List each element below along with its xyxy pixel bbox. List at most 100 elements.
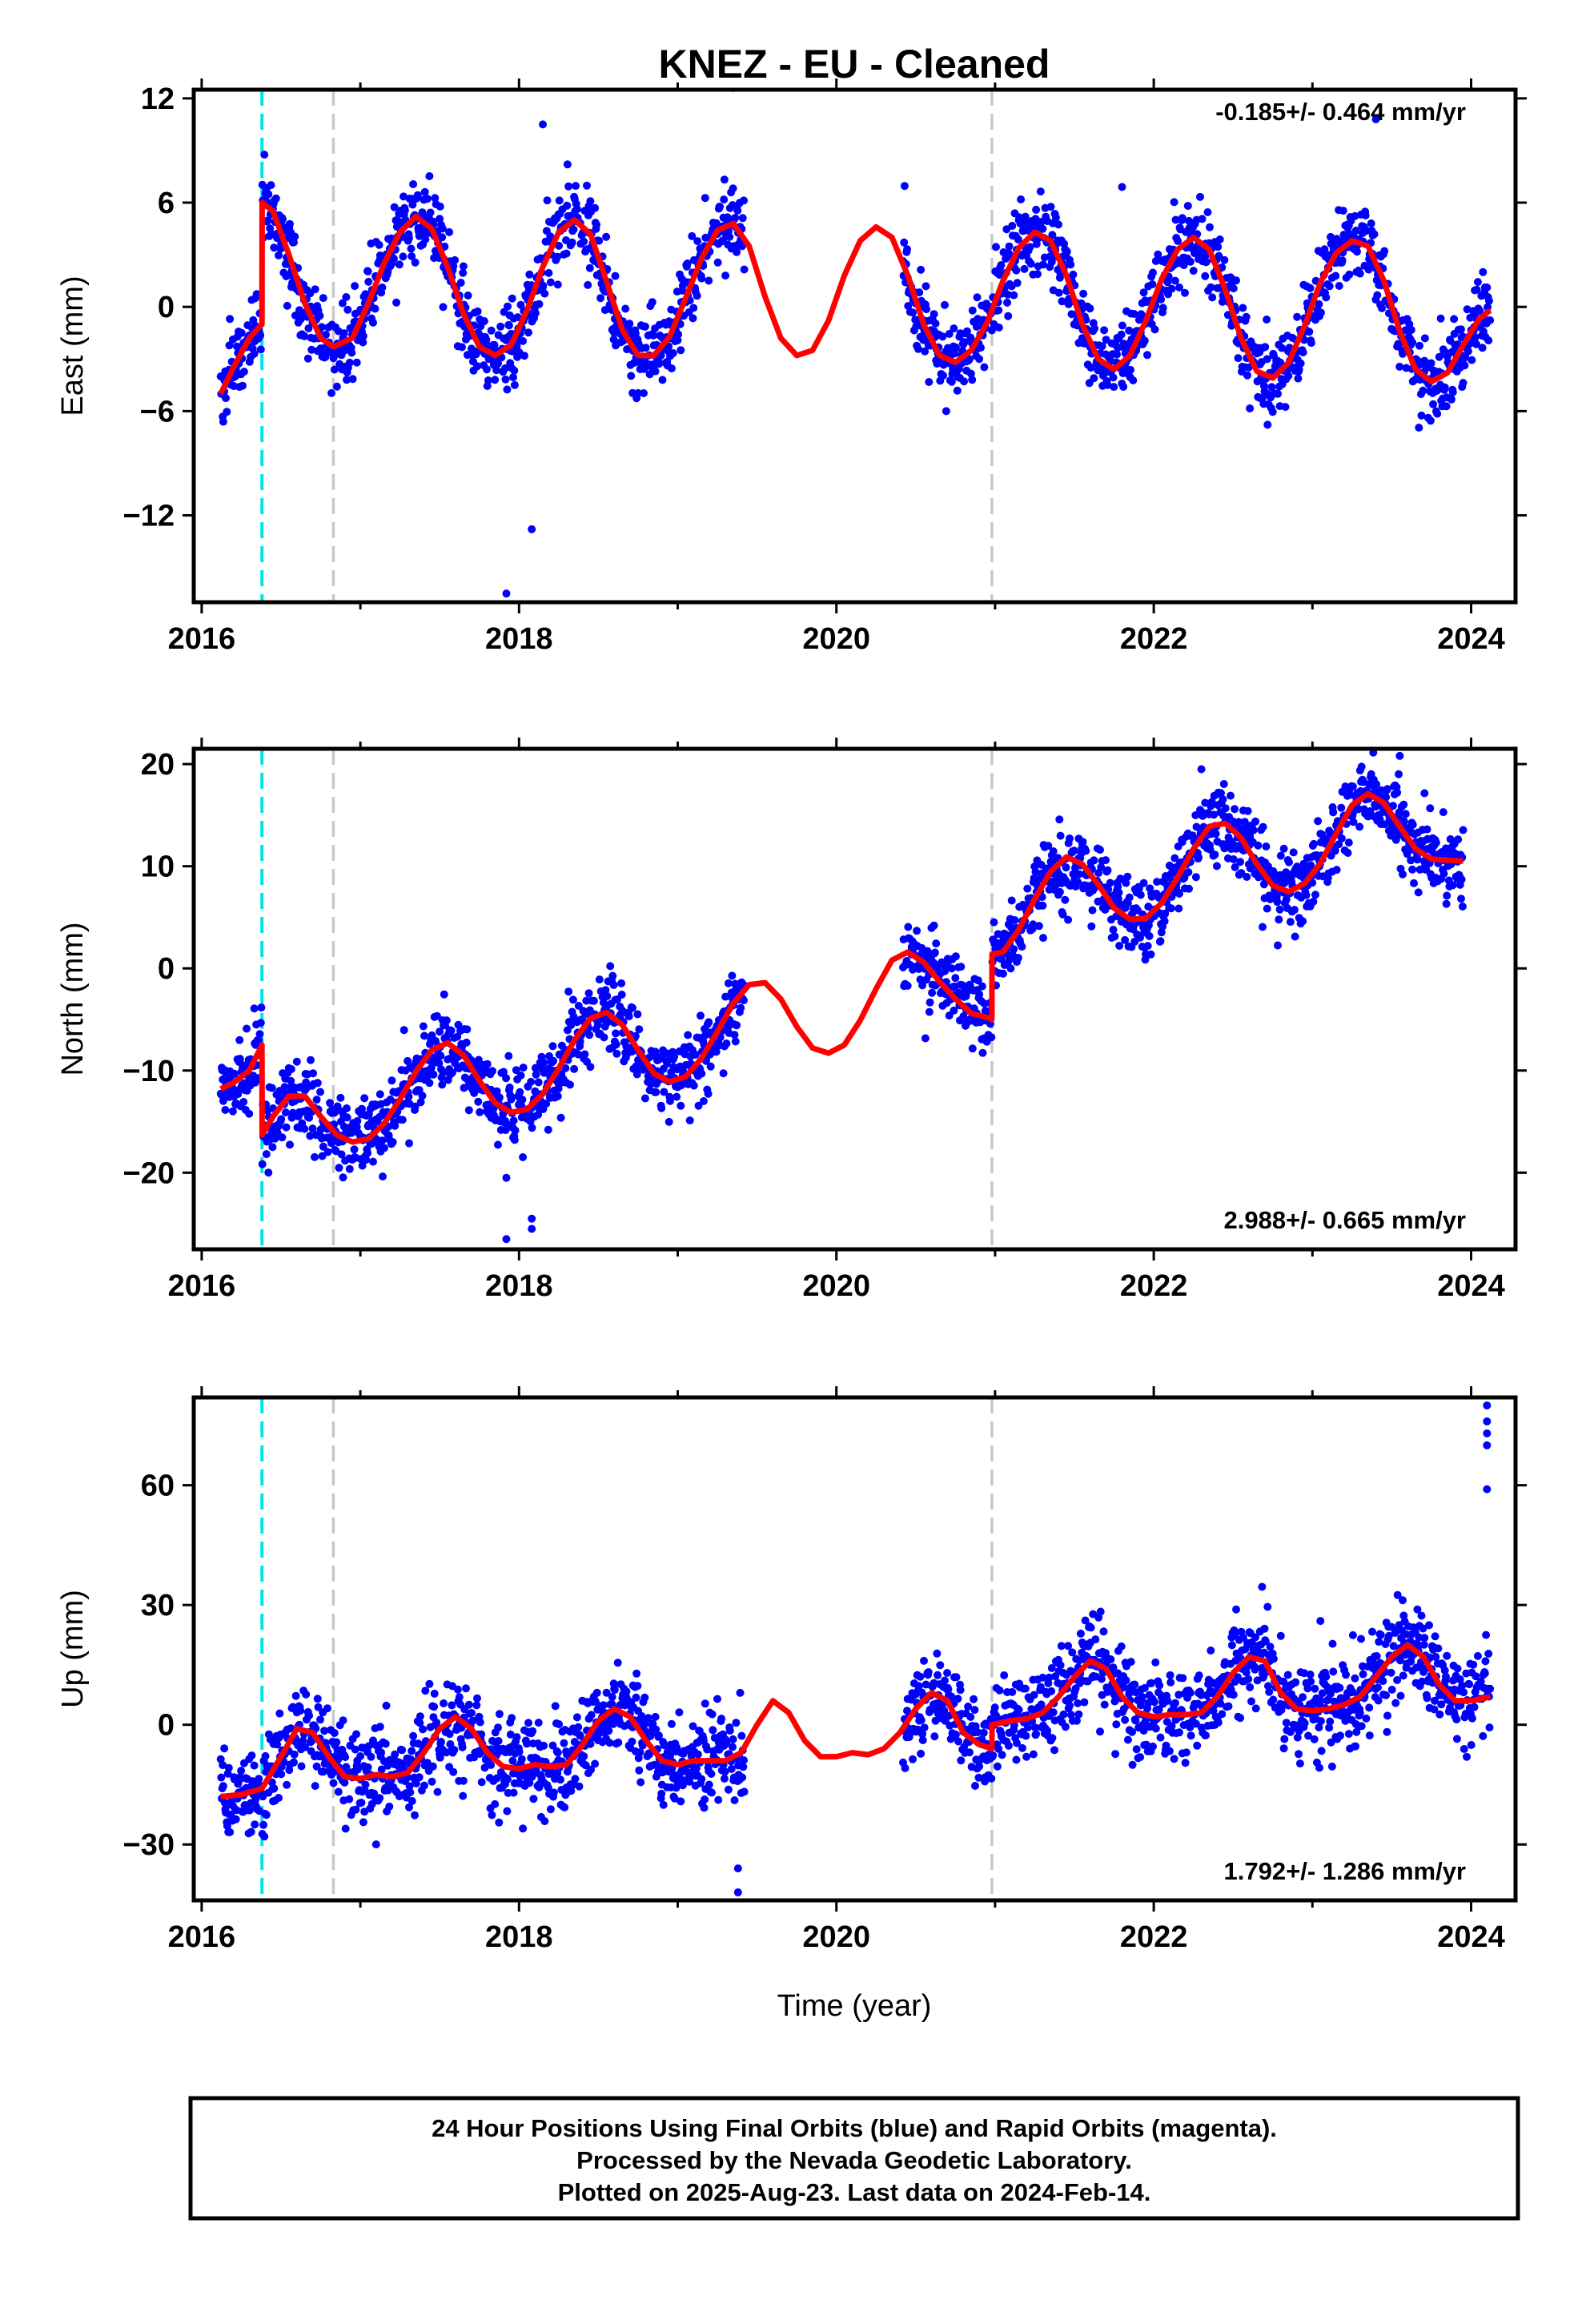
data-point: [259, 1792, 267, 1801]
data-point: [539, 281, 548, 290]
data-point: [635, 1766, 644, 1775]
data-point: [954, 1695, 962, 1703]
data-point: [400, 1026, 408, 1035]
data-point: [220, 1744, 229, 1753]
data-point: [670, 1052, 679, 1061]
data-point: [990, 918, 998, 927]
data-point: [399, 252, 408, 261]
data-point: [628, 1737, 636, 1746]
data-point: [1263, 420, 1272, 429]
data-point: [222, 394, 230, 403]
data-point: [564, 987, 573, 996]
data-point: [683, 259, 692, 267]
data-point: [360, 1094, 369, 1103]
data-point: [509, 1788, 518, 1797]
data-point: [1008, 222, 1017, 230]
data-point: [640, 1094, 649, 1103]
y-tick-label: 20: [141, 748, 175, 782]
data-point: [226, 1827, 235, 1836]
data-point: [504, 1051, 513, 1060]
data-point: [429, 1070, 438, 1079]
data-point: [1460, 0, 1468, 4]
data-point: [930, 921, 938, 930]
data-point: [1399, 817, 1408, 826]
data-point: [1070, 846, 1078, 855]
data-point: [1443, 891, 1452, 900]
data-point: [652, 1088, 661, 1096]
data-point: [504, 1775, 512, 1783]
data-point: [278, 1133, 287, 1142]
data-point: [1399, 870, 1407, 879]
data-point: [956, 1686, 965, 1695]
data-point: [428, 1777, 436, 1786]
data-point: [420, 1031, 428, 1040]
data-point: [500, 1068, 508, 1076]
data-point: [440, 990, 448, 999]
data-point: [416, 1719, 424, 1727]
data-point: [267, 1084, 276, 1092]
data-point: [951, 343, 960, 352]
data-point: [351, 282, 359, 291]
data-point: [1448, 881, 1457, 890]
data-point: [920, 1656, 928, 1665]
data-point: [677, 1797, 685, 1806]
data-point: [1344, 838, 1353, 847]
data-point: [408, 1797, 416, 1805]
data-point: [1472, 0, 1480, 4]
data-point: [1125, 326, 1134, 335]
data-point: [1338, 256, 1347, 265]
data-point: [1382, 793, 1391, 802]
data-point: [519, 1063, 528, 1072]
data-point: [1062, 247, 1071, 256]
data-point: [1337, 803, 1346, 812]
data-point: [697, 1775, 706, 1783]
data-point: [560, 1739, 568, 1747]
data-point: [1113, 350, 1121, 359]
data-point: [915, 288, 924, 297]
data-point: [555, 196, 564, 205]
data-point: [1322, 293, 1331, 302]
data-point: [914, 1682, 923, 1691]
data-point: [725, 232, 734, 241]
data-point: [1215, 251, 1223, 260]
data-point: [1472, 0, 1480, 4]
data-point: [490, 340, 499, 349]
data-point: [299, 1736, 307, 1745]
data-point: [1118, 321, 1126, 330]
data-point: [585, 1031, 594, 1039]
data-point: [546, 1805, 555, 1814]
data-point: [1353, 247, 1361, 256]
data-point: [453, 1685, 462, 1694]
data-point: [722, 1739, 731, 1747]
data-point: [313, 1079, 322, 1088]
data-point: [1472, 0, 1480, 4]
data-point: [217, 1773, 226, 1782]
data-point: [701, 1699, 709, 1708]
data-point: [221, 1106, 230, 1114]
data-point: [556, 1113, 565, 1122]
data-point: [1117, 330, 1126, 339]
data-point: [602, 1688, 611, 1697]
data-point: [1296, 359, 1305, 368]
x-tick-label: 2018: [485, 1269, 553, 1303]
data-point: [1110, 932, 1119, 941]
data-point: [727, 1765, 736, 1773]
data-point: [416, 1098, 425, 1107]
data-point: [568, 995, 577, 1004]
data-point: [332, 382, 341, 391]
data-point: [473, 362, 481, 371]
data-point: [313, 1695, 322, 1703]
data-point: [292, 1057, 301, 1066]
data-point: [239, 368, 248, 376]
data-point: [252, 290, 261, 299]
data-point: [548, 1741, 557, 1750]
data-point: [1310, 839, 1318, 848]
data-point: [510, 366, 519, 375]
data-point: [673, 1743, 681, 1752]
data-point: [1472, 285, 1481, 294]
data-point: [1440, 383, 1449, 392]
data-point: [1003, 298, 1011, 307]
data-point: [1109, 373, 1118, 382]
data-point: [1064, 915, 1073, 924]
